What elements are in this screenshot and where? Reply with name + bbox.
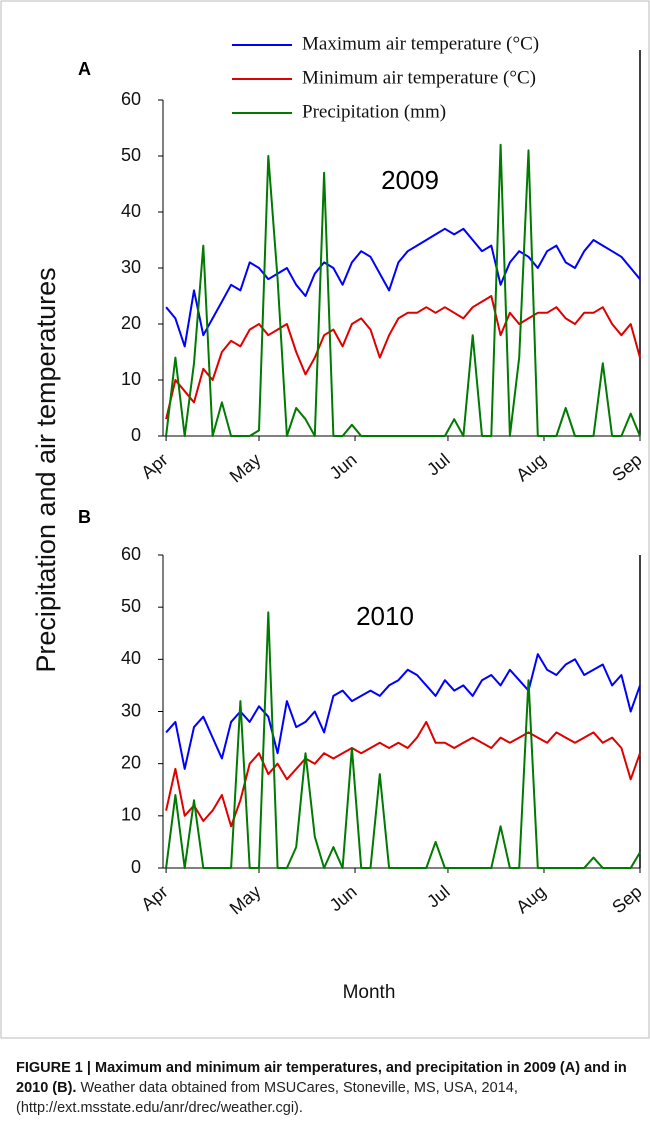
- series-line: [165, 143, 641, 437]
- y-tick-label: 0: [131, 857, 141, 877]
- figure: Precipitation and air temperatures Month…: [0, 0, 650, 1039]
- x-tick-label: Jul: [423, 881, 453, 911]
- x-tick-label: Apr: [137, 881, 171, 914]
- panel-label: A: [78, 59, 91, 79]
- x-tick-label: Aug: [512, 449, 549, 485]
- y-tick-label: 60: [121, 89, 141, 109]
- x-axis-label: Month: [343, 982, 396, 1003]
- y-tick-label: 50: [121, 145, 141, 165]
- x-tick-label: May: [226, 449, 265, 486]
- series-line: [165, 653, 641, 770]
- x-tick-label: Apr: [137, 449, 171, 482]
- y-tick-label: 20: [121, 752, 141, 772]
- y-tick-label: 30: [121, 700, 141, 720]
- y-tick-label: 10: [121, 369, 141, 389]
- y-axis-label: Precipitation and air temperatures: [31, 267, 61, 672]
- x-tick-label: Jun: [326, 881, 361, 915]
- legend-label: Precipitation (mm): [302, 101, 446, 122]
- series-line: [165, 611, 641, 869]
- x-tick-label: May: [226, 881, 265, 918]
- x-tick-label: Jun: [326, 449, 361, 483]
- annotation: 2010: [356, 601, 414, 631]
- x-tick-label: Aug: [512, 881, 549, 917]
- y-tick-label: 10: [121, 805, 141, 825]
- caption: FIGURE 1 | Maximum and minimum air tempe…: [16, 1058, 636, 1118]
- series-line: [165, 227, 641, 348]
- legend-label: Minimum air temperature (°C): [302, 67, 536, 88]
- y-tick-label: 60: [121, 544, 141, 564]
- x-tick-label: Jul: [423, 449, 453, 479]
- caption-title: FIGURE 1 | Maximum and minimum air tempe…: [16, 1060, 627, 1096]
- caption-text: Weather data obtained from MSUCares, Sto…: [16, 1080, 518, 1116]
- y-tick-label: 40: [121, 201, 141, 221]
- y-tick-label: 20: [121, 313, 141, 333]
- y-tick-label: 30: [121, 257, 141, 277]
- series-line: [165, 295, 641, 420]
- x-tick-label: Sep: [608, 881, 645, 917]
- panel-label: B: [78, 507, 91, 527]
- legend-label: Maximum air temperature (°C): [302, 33, 539, 54]
- frame: [0, 0, 650, 1039]
- y-tick-label: 50: [121, 596, 141, 616]
- annotation: 2009: [381, 165, 439, 195]
- y-tick-label: 40: [121, 648, 141, 668]
- x-tick-label: Sep: [608, 449, 645, 485]
- y-tick-label: 0: [131, 425, 141, 445]
